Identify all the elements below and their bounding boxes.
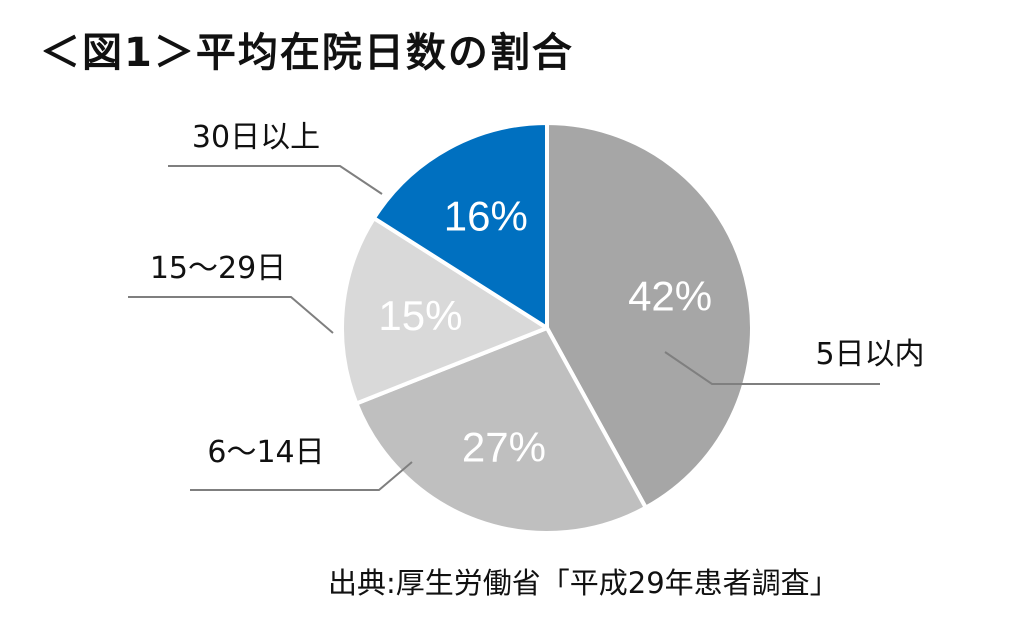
- slice-category-label: 15〜29日: [150, 251, 286, 286]
- pie-slices: [340, 121, 754, 535]
- slice-value-label: 42%: [628, 272, 712, 319]
- pie-slice: [371, 121, 549, 330]
- slice-value-label: 16%: [444, 193, 528, 240]
- slice-category-label: 30日以上: [192, 120, 320, 155]
- pie-slice: [340, 216, 549, 406]
- slice-category-label: 5日以内: [815, 337, 924, 372]
- leader-line: [190, 461, 413, 491]
- leader-line: [664, 351, 880, 385]
- pie-slice: [545, 121, 754, 510]
- pie-slice: [354, 326, 648, 535]
- page-title: ＜図1＞平均在院日数の割合: [40, 30, 574, 76]
- slice-value-label: 27%: [462, 424, 546, 471]
- leader-line: [128, 296, 334, 334]
- slice-category-label: 6〜14日: [207, 435, 324, 470]
- slice-value-label: 15%: [378, 292, 462, 339]
- source-note: 出典:厚生労働省「平成29年患者調査」: [328, 566, 839, 600]
- leader-line: [168, 165, 383, 195]
- pie-labels: 42% 5日以内 27% 6〜14日 15% 15〜29日 16% 30日以上: [128, 120, 925, 491]
